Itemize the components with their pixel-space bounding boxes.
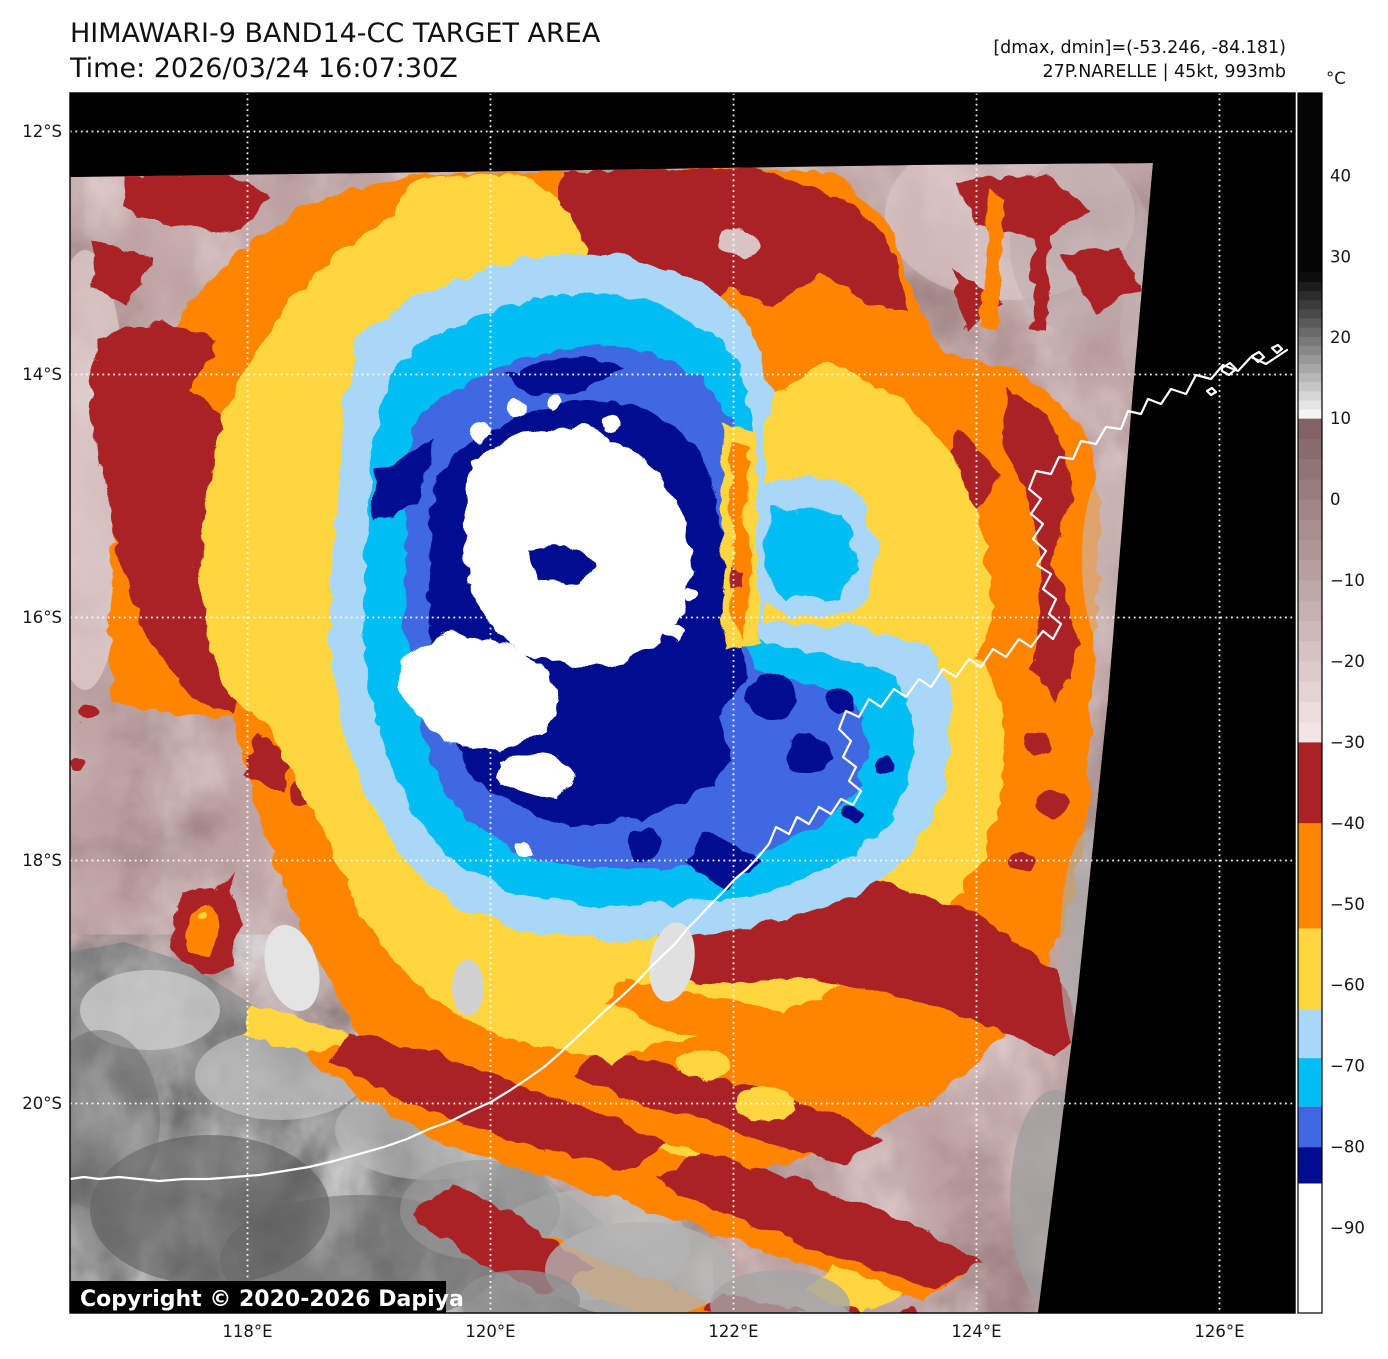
lat-label-16: 16°S [22, 608, 62, 627]
lon-label-120: 120°E [465, 1322, 515, 1341]
colorbar-segment-1 [1298, 327, 1322, 338]
lat-label-14: 14°S [22, 365, 62, 384]
colorbar-tick-40: 40 [1330, 166, 1351, 185]
colorbar-tick--40: −40 [1330, 814, 1365, 833]
colorbar-tick-30: 30 [1330, 247, 1351, 266]
lon-label-122: 122°E [708, 1322, 758, 1341]
colorbar-segment-2 [1298, 661, 1322, 683]
colorbar-segment-6 [1298, 1009, 1322, 1059]
colorbar-segment-7 [1298, 1058, 1322, 1107]
lat-label-12: 12°S [22, 122, 62, 141]
colorbar-segment-2 [1298, 701, 1322, 723]
colorbar-segment-2 [1298, 560, 1322, 582]
colorbar-tick--20: −20 [1330, 652, 1365, 671]
colorbar-segment-2 [1298, 600, 1322, 622]
grid-lines [70, 93, 1295, 1313]
plot-frame [69, 92, 1296, 1314]
lat-label-18: 18°S [22, 851, 62, 870]
temperature-colorbar: 40 30 20 10 0 −10 −20 −30 −40 −50 −60 −70 −80 −90 [1297, 92, 1365, 1314]
colorbar-segment-1 [1298, 354, 1322, 365]
colorbar-segment-8 [1298, 1106, 1322, 1148]
colorbar-segment-1 [1298, 382, 1322, 392]
colorbar-segment-1 [1298, 272, 1322, 283]
lon-label-118: 118°E [222, 1322, 272, 1341]
colorbar-segment-1 [1298, 364, 1322, 374]
colorbar-tick-20: 20 [1330, 328, 1351, 347]
colorbar-segment-10 [1298, 1183, 1322, 1313]
colorbar-segment-1 [1298, 309, 1322, 320]
colorbar-segment-1 [1298, 300, 1322, 310]
colorbar-tick--80: −80 [1330, 1138, 1365, 1157]
copyright-badge: Copyright © 2020-2026 Dapiya [70, 1281, 464, 1313]
colorbar-segment-1 [1298, 345, 1322, 356]
colorbar-segment-1 [1298, 400, 1322, 411]
colorbar-segment-2 [1298, 519, 1322, 541]
latitude-axis-labels: 12°S 14°S 16°S 18°S 20°S [22, 122, 62, 1113]
storm-info: 27P.NARELLE | 45kt, 993mb [1043, 62, 1286, 82]
colorbar-tick--10: −10 [1330, 571, 1365, 590]
colorbar-frame [1297, 92, 1323, 1314]
lon-label-124: 124°E [951, 1322, 1001, 1341]
colorbar-segment-1 [1298, 291, 1322, 301]
colorbar-segment-2 [1298, 681, 1322, 703]
colorbar-segment-2 [1298, 499, 1322, 521]
colorbar-segment-2 [1298, 722, 1322, 744]
colorbar-segment-5 [1298, 928, 1322, 1010]
figure-title: HIMAWARI-9 BAND14-CC TARGET AREA [70, 18, 601, 49]
colorbar-segment-9 [1298, 1147, 1322, 1184]
colorbar-segment-4 [1298, 823, 1322, 929]
lon-label-126: 126°E [1194, 1322, 1244, 1341]
colorbar-segment-2 [1298, 580, 1322, 602]
colorbar-segment-2 [1298, 438, 1322, 460]
colorbar-segment-1 [1298, 336, 1322, 347]
copyright-text: Copyright © 2020-2026 Dapiya [80, 1287, 464, 1312]
colorbar-segment-1 [1298, 318, 1322, 329]
colorbar-segment-0 [1298, 93, 1322, 273]
colorbar-unit: °C [1326, 69, 1346, 88]
small-storm-cell [168, 870, 238, 976]
colorbar-segment-1 [1298, 391, 1322, 402]
stat-dmax-dmin: [dmax, dmin]=(-53.246, -84.181) [993, 38, 1286, 58]
coastline [70, 343, 1289, 1183]
figure-time: Time: 2026/03/24 16:07:30Z [69, 53, 458, 84]
colorbar-tick--70: −70 [1330, 1057, 1365, 1076]
colorbar-segment-1 [1298, 409, 1322, 420]
colorbar-segment-2 [1298, 621, 1322, 642]
colorbar-tick--30: −30 [1330, 733, 1365, 752]
colorbar-tick-0: 0 [1330, 490, 1341, 509]
colorbar-segment-2 [1298, 540, 1322, 561]
colorbar-segment-1 [1298, 282, 1322, 292]
colorbar-segment-2 [1298, 641, 1322, 663]
colorbar-tick-10: 10 [1330, 409, 1351, 428]
colorbar-tick--90: −90 [1330, 1219, 1365, 1238]
colorbar-tick--60: −60 [1330, 976, 1365, 995]
longitude-axis-labels: 118°E 120°E 122°E 124°E 126°E [222, 1322, 1244, 1341]
colorbar-segment-3 [1298, 742, 1322, 824]
colorbar-segment-2 [1298, 459, 1322, 480]
colorbar-segment-1 [1298, 373, 1322, 383]
colorbar-tick--50: −50 [1330, 895, 1365, 914]
colorbar-segment-2 [1298, 418, 1322, 440]
colorbar-segment-2 [1298, 479, 1322, 501]
lat-label-20: 20°S [22, 1094, 62, 1113]
